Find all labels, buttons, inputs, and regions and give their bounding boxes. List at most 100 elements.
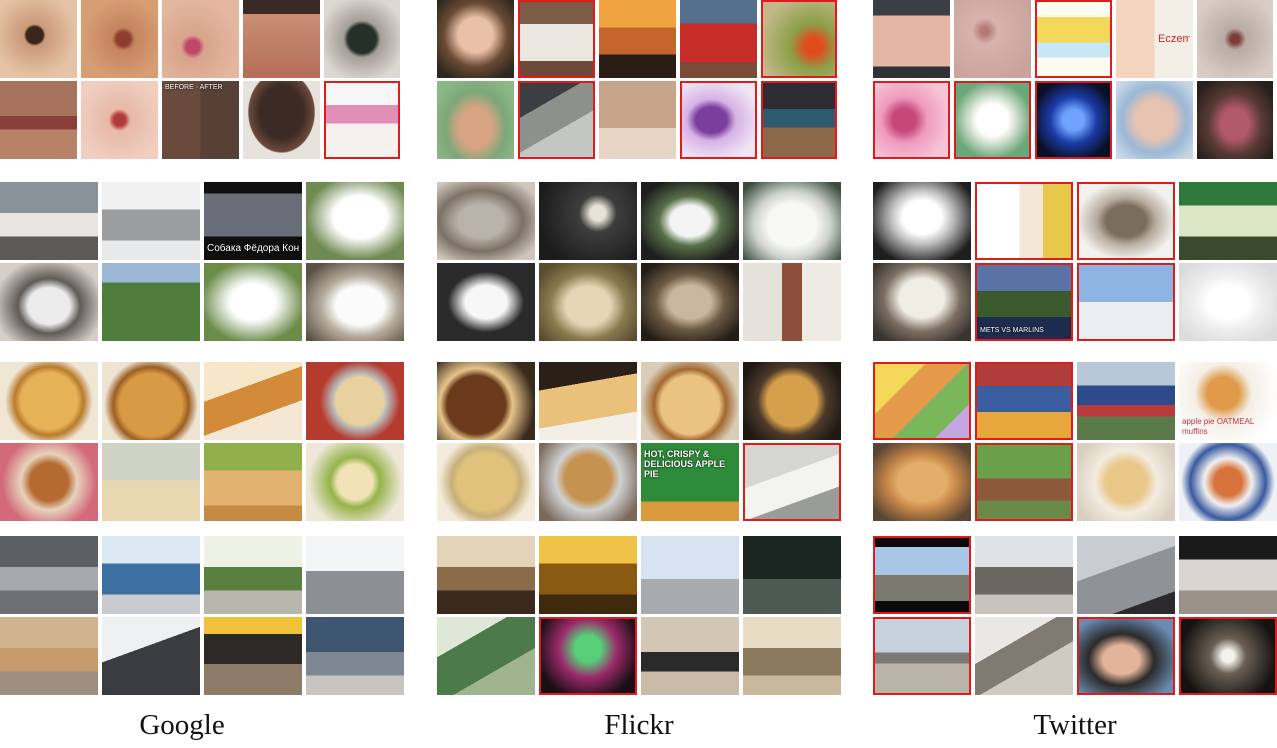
image-tile[interactable] [954,0,1031,78]
image-tile[interactable] [1179,536,1277,614]
image-tile[interactable]: apple pie OATMEAL muffins [1179,362,1277,440]
image-tile[interactable] [437,443,535,521]
image-tile[interactable] [81,81,158,159]
image-tile[interactable] [102,443,200,521]
image-tile[interactable] [1179,182,1277,260]
image-tile[interactable] [1077,443,1175,521]
image-tile-highlighted[interactable] [975,362,1073,440]
image-tile[interactable] [162,0,239,78]
image-tile-highlighted[interactable] [743,443,841,521]
image-tile[interactable] [81,0,158,78]
image-tile[interactable] [437,263,535,341]
image-tile[interactable] [743,263,841,341]
image-tile[interactable] [641,263,739,341]
image-tile[interactable] [539,362,637,440]
image-tile[interactable] [243,0,320,78]
image-tile[interactable] [204,362,302,440]
image-tile[interactable] [641,617,739,695]
image-tile[interactable] [306,182,404,260]
image-tile[interactable]: HOT, CRISPY & DELICIOUS APPLE PIE [641,443,739,521]
image-tile[interactable] [743,617,841,695]
image-tile[interactable] [975,617,1073,695]
image-tile[interactable] [1116,81,1193,159]
image-tile[interactable] [437,617,535,695]
image-tile-highlighted[interactable] [761,81,837,159]
image-tile-highlighted[interactable] [954,81,1031,159]
image-tile[interactable] [437,0,514,78]
image-tile[interactable] [0,0,77,78]
image-tile[interactable] [599,81,676,159]
image-tile[interactable] [641,536,739,614]
image-tile[interactable] [975,536,1073,614]
image-tile[interactable] [204,263,302,341]
image-tile[interactable] [641,182,739,260]
image-tile[interactable] [1077,536,1175,614]
image-tile[interactable] [306,362,404,440]
image-tile[interactable] [1197,0,1273,78]
image-tile[interactable] [0,182,98,260]
image-tile[interactable] [102,536,200,614]
image-tile[interactable] [1077,362,1175,440]
image-tile-highlighted[interactable] [975,182,1073,260]
image-tile[interactable]: Eczema [1116,0,1193,78]
image-tile[interactable] [743,362,841,440]
image-tile[interactable] [306,443,404,521]
image-tile[interactable] [0,536,98,614]
image-tile[interactable] [0,617,98,695]
image-tile-highlighted[interactable] [761,0,837,78]
image-tile[interactable] [306,536,404,614]
image-tile[interactable] [539,263,637,341]
image-tile[interactable] [873,0,950,78]
image-tile-highlighted[interactable] [873,81,950,159]
image-tile-highlighted[interactable] [680,81,757,159]
image-tile[interactable] [873,263,971,341]
image-tile[interactable] [102,362,200,440]
image-tile-highlighted[interactable] [518,81,595,159]
image-tile[interactable]: BEFORE · AFTER [162,81,239,159]
image-tile-highlighted[interactable] [1077,263,1175,341]
image-tile[interactable] [539,182,637,260]
image-tile[interactable] [204,617,302,695]
image-tile-highlighted[interactable]: METS VS MARLINS [975,263,1073,341]
image-tile[interactable] [204,536,302,614]
image-tile-highlighted[interactable] [324,81,400,159]
image-tile[interactable] [873,182,971,260]
image-tile[interactable] [324,0,400,78]
image-tile[interactable] [306,617,404,695]
image-tile[interactable] [539,443,637,521]
image-tile[interactable] [873,443,971,521]
image-tile[interactable] [0,81,77,159]
image-tile-highlighted[interactable] [539,617,637,695]
image-tile[interactable] [437,182,535,260]
image-tile-highlighted[interactable] [873,362,971,440]
image-tile[interactable] [743,182,841,260]
image-tile[interactable]: Собака Фёдора Конюхова [204,182,302,260]
image-tile[interactable] [1197,81,1273,159]
image-tile[interactable] [204,443,302,521]
image-tile[interactable] [599,0,676,78]
image-tile-highlighted[interactable] [1179,617,1277,695]
image-tile-highlighted[interactable] [518,0,595,78]
image-tile-highlighted[interactable] [873,536,971,614]
image-tile[interactable] [306,263,404,341]
image-tile-highlighted[interactable] [1035,81,1112,159]
image-tile[interactable] [243,81,320,159]
image-tile[interactable] [0,362,98,440]
image-tile-highlighted[interactable] [1077,182,1175,260]
image-tile[interactable] [743,536,841,614]
image-tile[interactable] [0,263,98,341]
image-tile[interactable] [102,182,200,260]
image-tile-highlighted[interactable] [1035,0,1112,78]
image-tile-highlighted[interactable] [873,617,971,695]
image-tile[interactable] [1179,263,1277,341]
image-tile[interactable] [102,617,200,695]
image-tile-highlighted[interactable] [1077,617,1175,695]
image-tile[interactable] [437,362,535,440]
image-tile[interactable] [539,536,637,614]
image-tile[interactable] [680,0,757,78]
image-tile[interactable] [102,263,200,341]
image-tile[interactable] [641,362,739,440]
image-tile-highlighted[interactable] [975,443,1073,521]
image-tile[interactable] [1179,443,1277,521]
image-tile[interactable] [0,443,98,521]
